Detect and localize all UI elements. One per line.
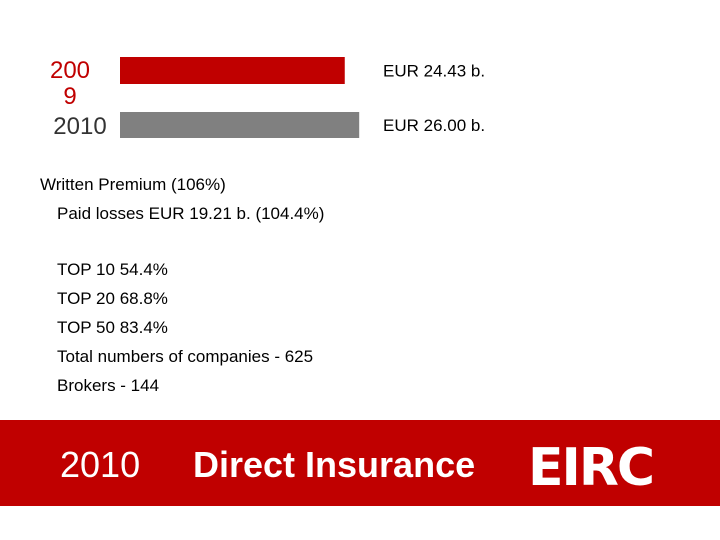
summary-line: Brokers - 144: [57, 376, 160, 395]
summary-line: TOP 20 68.8%: [57, 289, 168, 308]
footer-year: 2010: [60, 444, 141, 485]
bar: [120, 112, 360, 138]
summary-line: TOP 50 83.4%: [57, 318, 168, 337]
footer-band: 2010 Direct Insurance EIRC: [0, 420, 720, 506]
summary-line: Total numbers of companies - 625: [57, 347, 314, 366]
value-label: EUR 26.00 b.: [383, 116, 485, 135]
category-label: 2010: [53, 113, 107, 140]
written-premium: Written Premium (106%): [40, 175, 226, 194]
logo: EIRC: [528, 438, 655, 498]
summary-line: TOP 10 54.4%: [57, 260, 168, 279]
bar: [120, 57, 345, 84]
value-label: EUR 24.43 b.: [383, 62, 485, 81]
chart: EUR 24.43 b. EUR 26.00 b.: [120, 57, 485, 138]
paid-losses: Paid losses EUR 19.21 b. (104.4%): [57, 204, 325, 223]
footer-title: Direct Insurance: [193, 444, 476, 485]
category-label: 2009: [49, 57, 91, 110]
